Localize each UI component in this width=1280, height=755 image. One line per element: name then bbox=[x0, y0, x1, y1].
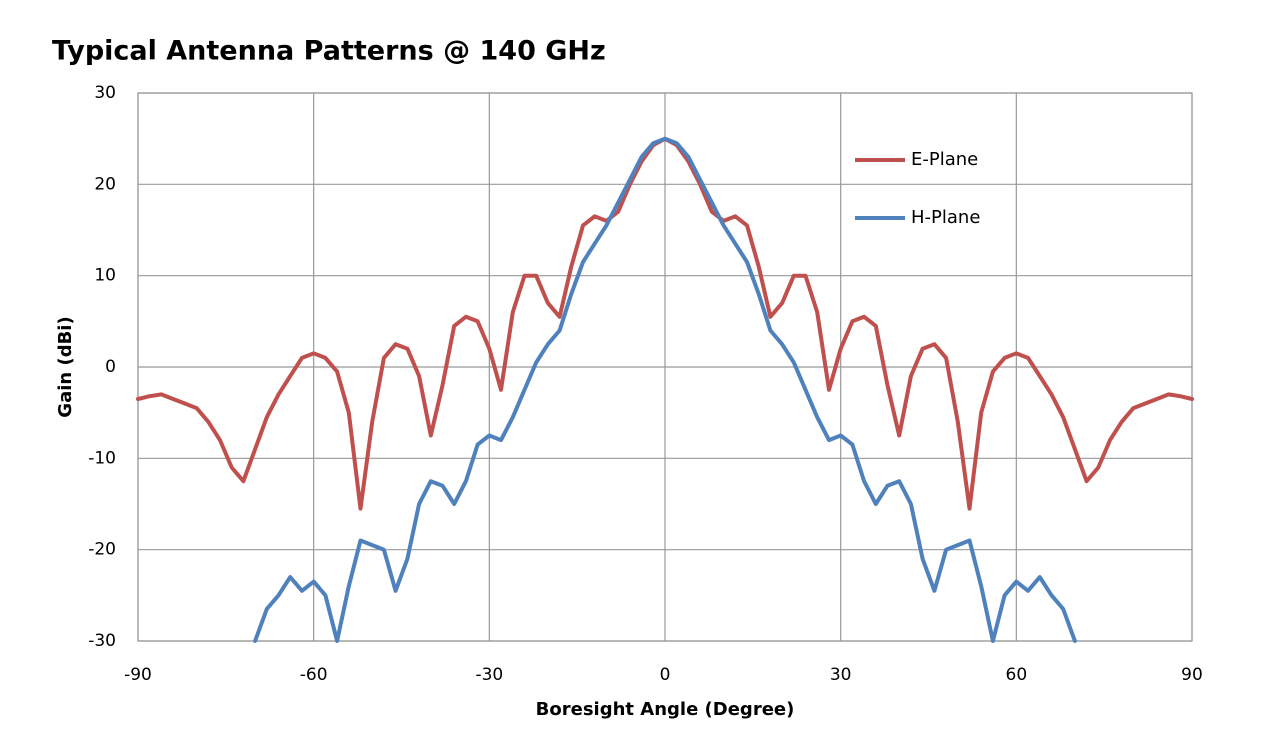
x-tick-label: 0 bbox=[660, 665, 671, 685]
y-axis-label: Gain (dBi) bbox=[55, 316, 76, 417]
y-tick-label: -10 bbox=[88, 448, 116, 468]
plot-frame bbox=[137, 92, 1193, 642]
series-line bbox=[253, 136, 1077, 643]
chart-title: Typical Antenna Patterns @ 140 GHz bbox=[52, 36, 606, 67]
legend-label: H-Plane bbox=[911, 207, 980, 228]
x-tick-label: -90 bbox=[124, 665, 152, 685]
legend-label: E-Plane bbox=[911, 149, 978, 170]
x-tick-label: -30 bbox=[475, 665, 503, 685]
y-tick-label: -30 bbox=[88, 631, 116, 651]
y-tick-label: 10 bbox=[94, 266, 116, 286]
x-axis-label: Boresight Angle (Degree) bbox=[536, 699, 795, 720]
x-tick-label: 30 bbox=[830, 665, 852, 685]
x-tick-label: 90 bbox=[1181, 665, 1203, 685]
y-tick-label: 0 bbox=[105, 357, 116, 377]
y-tick-label: 30 bbox=[94, 83, 116, 103]
x-tick-label: -60 bbox=[300, 665, 328, 685]
y-tick-label: 20 bbox=[94, 174, 116, 194]
y-tick-label: -20 bbox=[88, 540, 116, 560]
x-tick-label: 60 bbox=[1006, 665, 1028, 685]
